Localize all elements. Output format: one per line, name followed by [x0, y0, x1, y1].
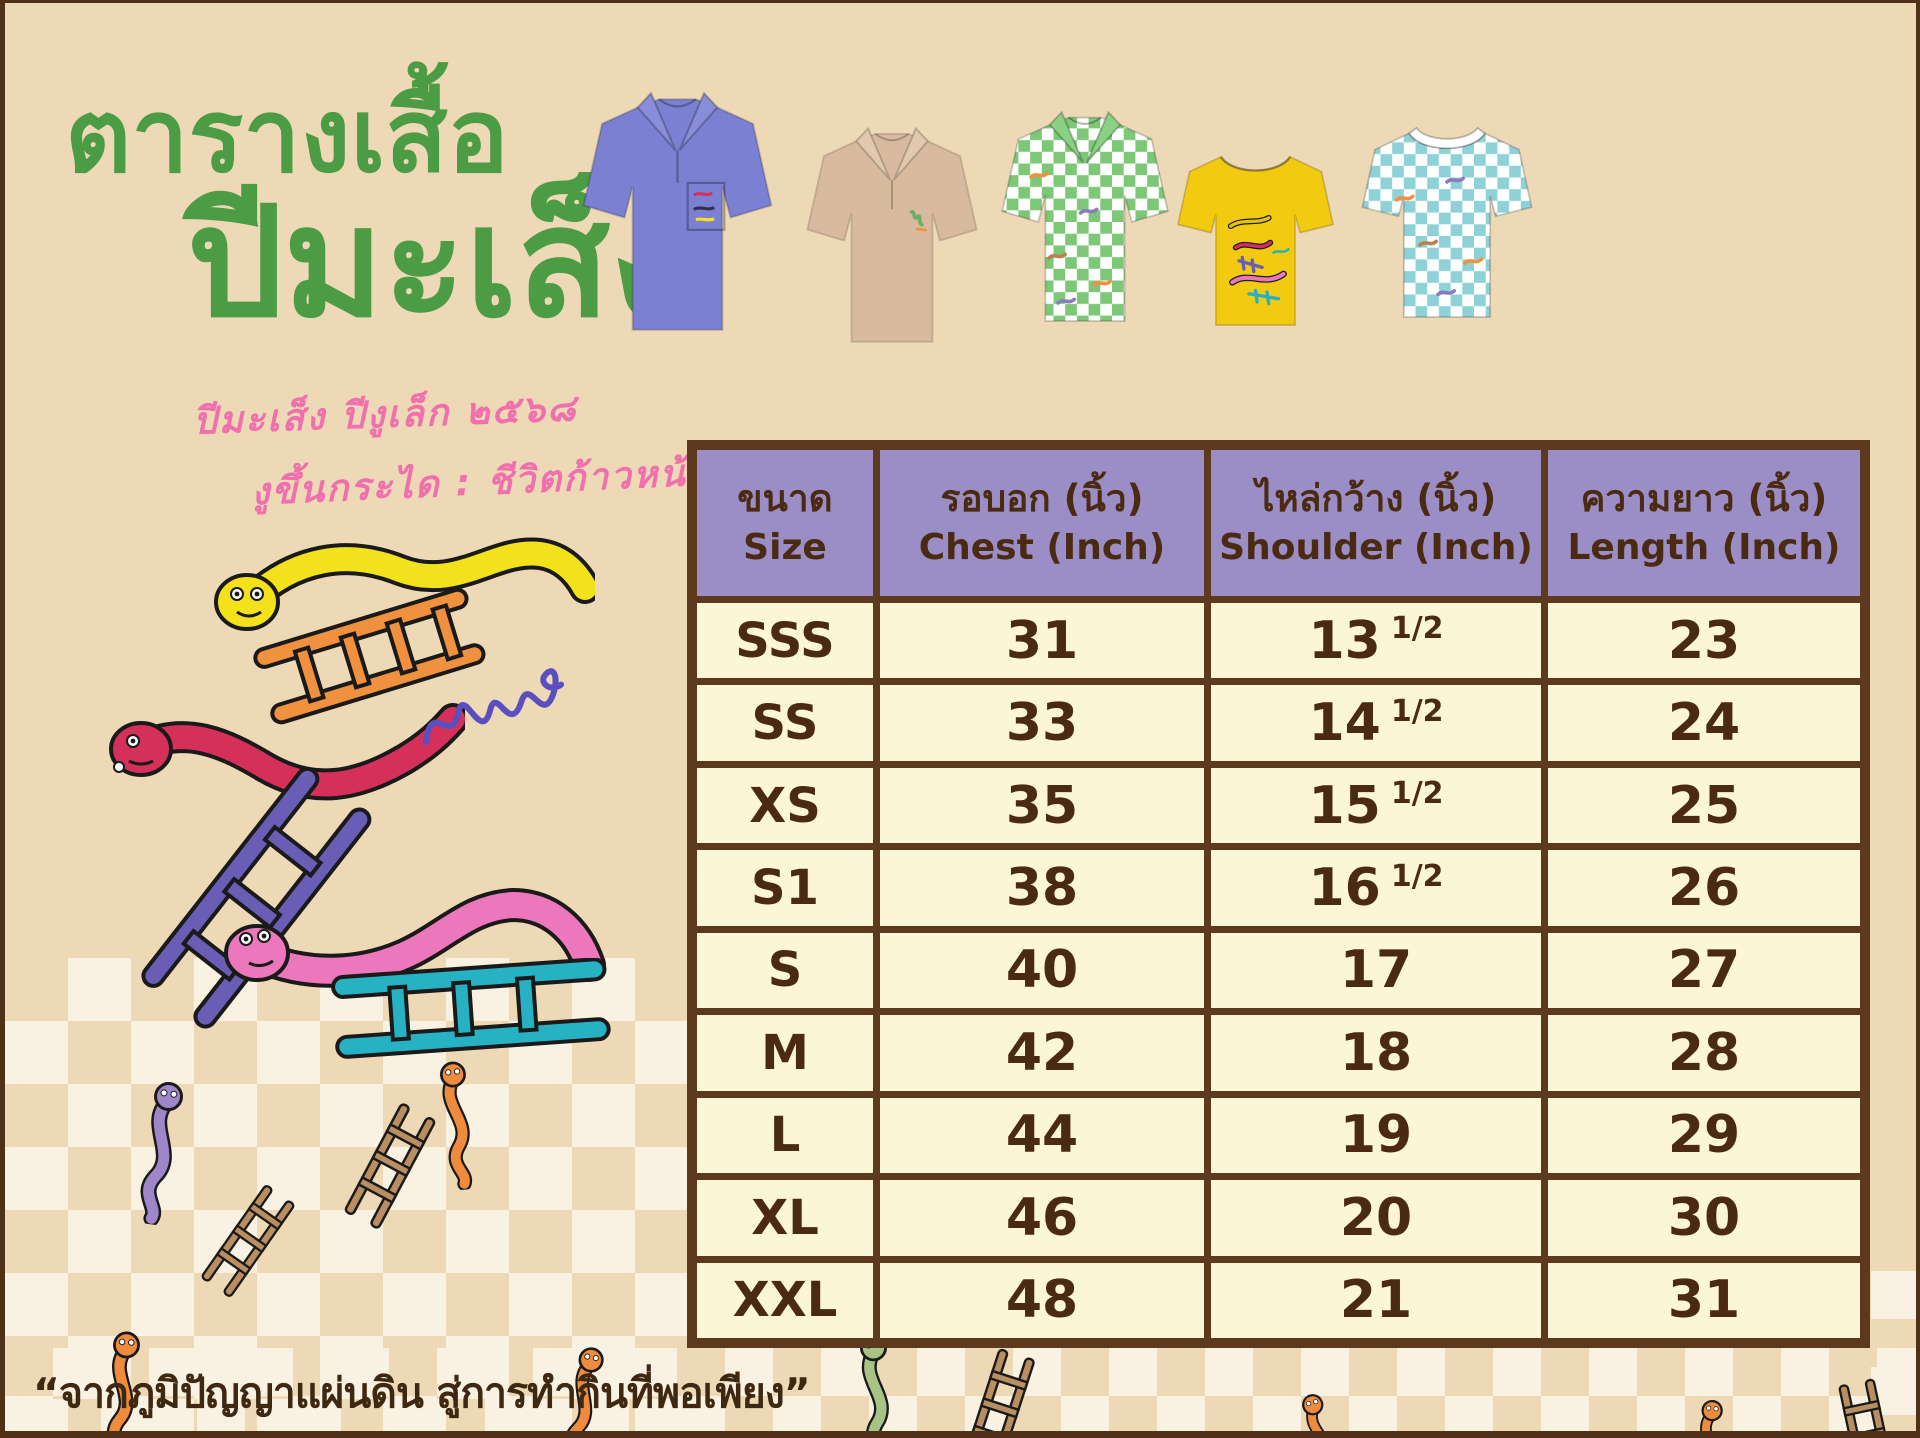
- chest-cell: 35: [880, 767, 1204, 844]
- purple-polo-shirt: [582, 91, 773, 331]
- length-cell: 24: [1548, 685, 1860, 761]
- table-row: SSS 31 13 1/2 23: [697, 603, 1860, 679]
- length-cell: 30: [1548, 1180, 1860, 1256]
- chest-cell: 44: [880, 1097, 1204, 1174]
- shoulder-cell: 16 1/2: [1211, 850, 1541, 926]
- shoulder-cell: 20: [1211, 1180, 1541, 1256]
- chest-cell: 42: [880, 1015, 1204, 1091]
- size-cell: S1: [697, 850, 873, 926]
- header-length: ความยาว (นิ้ว) Length (Inch): [1548, 450, 1860, 596]
- length-cell: 29: [1548, 1097, 1860, 1174]
- small-orange-snake-doodle: [564, 1347, 604, 1431]
- beige-polo-shirt: [806, 126, 978, 343]
- handwriting-line1: ปีมะเส็ง ปีงูเล็ก ๒๕๖๘: [192, 386, 579, 443]
- size-cell: S: [697, 932, 873, 1009]
- small-orange-snake-doodle: [1694, 1399, 1723, 1431]
- size-cell: XL: [697, 1180, 873, 1256]
- pink-snake-doodle: [224, 887, 606, 988]
- signature-scribble: [422, 668, 565, 746]
- length-cell: 27: [1548, 932, 1860, 1009]
- length-cell: 31: [1548, 1262, 1860, 1338]
- chest-cell: 31: [880, 603, 1204, 679]
- small-orange-snake-doodle: [440, 1061, 473, 1191]
- chest-embroidery: [909, 209, 925, 227]
- small-brown-ladder-doodle: [201, 1185, 295, 1297]
- page-title-line1: ตารางเสื้อ: [65, 77, 509, 196]
- small-brown-ladder-doodle: [1838, 1378, 1898, 1431]
- shoulder-cell: 14 1/2: [1211, 685, 1541, 761]
- small-brown-ladder-doodle: [344, 1103, 436, 1229]
- table-row: L 44 19 29: [697, 1097, 1860, 1174]
- shoulder-cell: 15 1/2: [1211, 767, 1541, 844]
- checkerboard-right: [1871, 1223, 1916, 1431]
- chest-cell: 33: [880, 685, 1204, 761]
- size-cell: XS: [697, 767, 873, 844]
- shoulder-cell: 17: [1211, 932, 1541, 1009]
- length-cell: 23: [1548, 603, 1860, 679]
- table-row: XS 35 15 1/2 25: [697, 767, 1860, 844]
- length-cell: 25: [1548, 767, 1860, 844]
- chest-cell: 46: [880, 1180, 1204, 1256]
- shoulder-cell: 18: [1211, 1015, 1541, 1091]
- table-row: XL 46 20 30: [697, 1180, 1860, 1256]
- yellow-snake-doodle: [214, 537, 595, 631]
- small-orange-snake-doodle: [106, 1331, 140, 1431]
- length-cell: 26: [1548, 850, 1860, 926]
- teal-ladder-doodle: [331, 958, 611, 1059]
- table-row: S 40 17 27: [697, 932, 1860, 1009]
- small-orange-snake-doodle: [1302, 1394, 1342, 1431]
- size-cell: SS: [697, 685, 873, 761]
- shoulder-cell: 13 1/2: [1211, 603, 1541, 679]
- size-table-header: ขนาด Size รอบอก (นิ้ว) Chest (Inch) ไหล่…: [697, 450, 1860, 596]
- size-cell: M: [697, 1015, 873, 1091]
- chest-cell: 48: [880, 1262, 1204, 1338]
- small-brown-ladder-doodle: [963, 1348, 1035, 1431]
- checkerboard-bottom: [5, 1348, 1916, 1431]
- table-row: M 42 18 28: [697, 1015, 1860, 1091]
- size-cell: L: [697, 1097, 873, 1174]
- chest-cell: 38: [880, 850, 1204, 926]
- shoulder-cell: 21: [1211, 1262, 1541, 1338]
- size-table: ขนาด Size รอบอก (นิ้ว) Chest (Inch) ไหล่…: [687, 440, 1870, 1348]
- chest-cell: 40: [880, 932, 1204, 1009]
- size-cell: SSS: [697, 603, 873, 679]
- header-shoulder: ไหล่กว้าง (นิ้ว) Shoulder (Inch): [1211, 450, 1541, 596]
- yellow-tshirt: [1176, 155, 1335, 326]
- table-row: S1 38 16 1/2 26: [697, 850, 1860, 926]
- length-cell: 28: [1548, 1015, 1860, 1091]
- orange-ladder-doodle: [253, 588, 486, 725]
- chest-pocket: [686, 181, 726, 231]
- table-row: XXL 48 21 31: [697, 1262, 1860, 1338]
- size-table-body: SSS 31 13 1/2 23 SS 33 14 1/2 24 XS 35 15 1…: [697, 603, 1860, 1338]
- chest-print: [1227, 214, 1290, 306]
- table-row: SS 33 14 1/2 24: [697, 685, 1860, 761]
- shoulder-cell: 19: [1211, 1097, 1541, 1174]
- size-cell: XXL: [697, 1262, 873, 1338]
- small-purple-snake-doodle: [140, 1082, 184, 1227]
- green-checkered-polo-shirt: [1001, 110, 1169, 322]
- footer-quote: “จากภูมิปัญญาแผ่นดิน สู่การทำกินที่พอเพี…: [33, 1369, 811, 1417]
- header-chest: รอบอก (นิ้ว) Chest (Inch): [880, 450, 1204, 596]
- header-size: ขนาด Size: [697, 450, 873, 596]
- teal-checkered-tshirt: [1361, 126, 1533, 318]
